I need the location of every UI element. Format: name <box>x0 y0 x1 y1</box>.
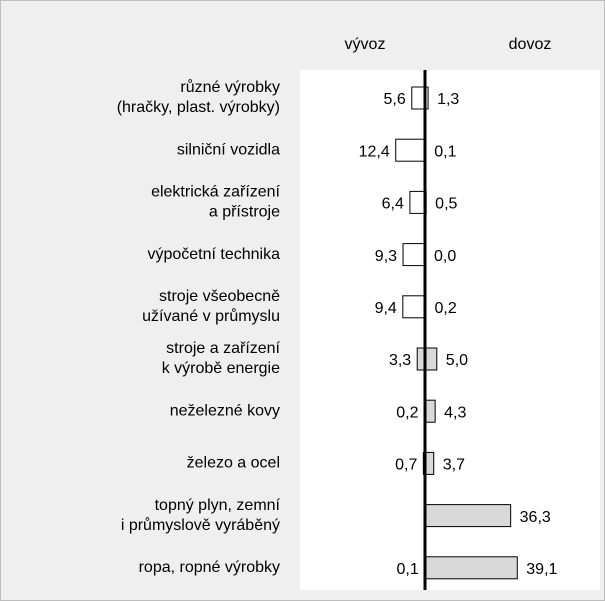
value-label: 3,7 <box>443 457 465 474</box>
category-label: elektrická zařízení <box>151 184 280 201</box>
category-label: stroje všeobecně <box>159 288 280 305</box>
legend-label: vývoz <box>345 36 386 53</box>
category-label: železo a ocel <box>187 455 280 472</box>
value-label: 9,3 <box>375 248 397 265</box>
bar <box>402 295 426 319</box>
category-label: (hračky, plast. výrobky) <box>117 99 280 116</box>
value-label: 0,7 <box>395 457 417 474</box>
bar <box>424 504 512 528</box>
category-label: a přístroje <box>209 204 280 221</box>
category-label: neželezné kovy <box>170 402 280 419</box>
bar <box>395 138 426 162</box>
category-label: i průmyslově vyráběný <box>121 516 280 534</box>
value-label: 1,3 <box>437 91 459 108</box>
bar <box>411 86 426 110</box>
category-label: stroje a zařízení <box>166 340 280 357</box>
plot-area <box>300 70 600 590</box>
value-label: 36,3 <box>520 509 551 526</box>
category-label: silniční vozidla <box>177 141 280 158</box>
value-label: 12,4 <box>359 143 390 160</box>
bar <box>424 347 438 371</box>
value-label: 6,4 <box>382 196 404 213</box>
value-label: 39,1 <box>526 561 557 578</box>
legend-label: dovoz <box>509 36 552 53</box>
value-label: 9,4 <box>375 300 397 317</box>
value-label: 0,1 <box>397 561 419 578</box>
value-label: 0,2 <box>396 404 418 421</box>
bar <box>424 556 518 580</box>
category-label: k výrobě energie <box>162 360 280 377</box>
value-label: 5,0 <box>446 352 468 369</box>
bar <box>402 243 426 267</box>
value-label: 0,5 <box>435 196 457 213</box>
value-label: 5,6 <box>384 91 406 108</box>
bar <box>409 190 426 214</box>
category-label: různé výrobky <box>180 78 280 96</box>
value-label: 4,3 <box>444 404 466 421</box>
value-label: 0,1 <box>434 143 456 160</box>
value-label: 0,2 <box>434 300 456 317</box>
category-label: výpočetní technika <box>147 246 280 263</box>
value-label: 0,0 <box>434 248 456 265</box>
category-label: užívané v průmyslu <box>142 307 280 325</box>
value-label: 3,3 <box>389 352 411 369</box>
category-label: topný plyn, zemní <box>155 497 281 514</box>
bar <box>424 399 436 423</box>
category-label: ropa, ropné výrobky <box>139 559 280 576</box>
